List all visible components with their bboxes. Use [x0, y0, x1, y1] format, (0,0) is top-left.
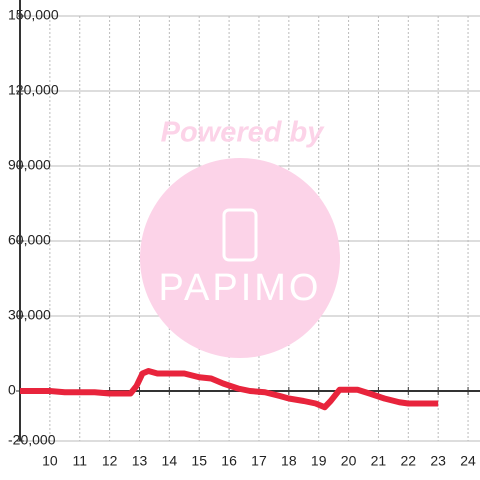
y-tick-label: 90,000	[8, 157, 51, 173]
x-tick-label: 20	[341, 453, 357, 469]
x-tick-label: 23	[430, 453, 446, 469]
watermark-text: Powered by	[161, 117, 326, 149]
x-tick-label: 14	[162, 453, 178, 469]
x-tick-label: 19	[311, 453, 327, 469]
x-tick-label: 17	[251, 453, 267, 469]
x-tick-label: 12	[102, 453, 118, 469]
x-tick-label: 18	[281, 453, 297, 469]
x-tick-label: 22	[401, 453, 417, 469]
x-tick-label: 21	[371, 453, 387, 469]
x-tick-label: 11	[72, 453, 87, 469]
x-tick-label: 10	[42, 453, 58, 469]
x-tick-label: 24	[460, 453, 476, 469]
y-tick-label: 30,000	[8, 307, 51, 323]
y-tick-label: 120,000	[8, 82, 59, 98]
data-line	[20, 368, 439, 411]
x-tick-label: 13	[132, 453, 148, 469]
y-tick-label: -20,000	[8, 432, 56, 448]
x-tick-label: 16	[221, 453, 237, 469]
watermark-logo	[140, 158, 340, 358]
watermark-phone	[222, 208, 258, 262]
y-tick-label: 150,000	[8, 7, 59, 23]
y-tick-label: 60,000	[8, 232, 51, 248]
x-tick-label: 15	[191, 453, 207, 469]
y-tick-label: 0	[8, 382, 16, 398]
watermark-logo-text: PAPIMO	[159, 267, 322, 309]
